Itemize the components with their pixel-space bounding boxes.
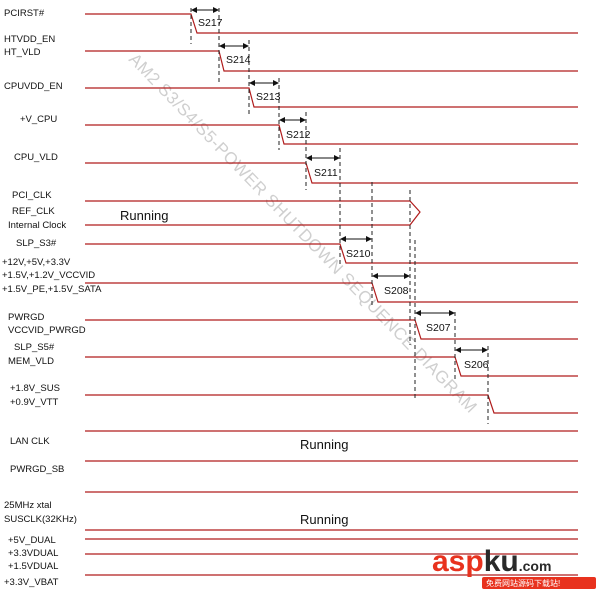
signal-label-slp-s3: SLP_S3# <box>16 238 57 249</box>
site-logo: aspku.com 免费网站源码下载站! <box>432 545 596 589</box>
signal-label-1v5-pe-sata: +1.5V_PE,+1.5V_SATA <box>2 284 102 295</box>
waveform-falling-edge <box>85 87 578 108</box>
diagram-watermark: AM2 S3/S4/S5-POWER SHUTDOWN SEQUENCE DIA… <box>125 50 481 417</box>
signal-label-1v8-sus: +1.8V_SUS <box>10 383 60 394</box>
logo-text-ku: ku <box>484 545 519 578</box>
signal-label-lan-clk: LAN CLK <box>10 436 50 447</box>
timing-label-s214: S214 <box>226 54 251 66</box>
timing-label-s210: S210 <box>346 248 371 260</box>
running-label-susclk: Running <box>300 512 348 527</box>
timing-labels-group: S217 S214 S213 S212 S211 S210 S208 S207 … <box>198 17 489 371</box>
signal-label-1v5-dual: +1.5VDUAL <box>8 561 58 572</box>
signal-label-v-cpu: +V_CPU <box>20 114 57 125</box>
signal-label-vccvid-pwrgd: VCCVID_PWRGD <box>8 325 86 336</box>
waveform-clock-bus <box>85 200 421 226</box>
timing-label-s217: S217 <box>198 17 223 29</box>
timing-label-s213: S213 <box>256 91 281 103</box>
running-label-lan-clk: Running <box>300 437 348 452</box>
signal-label-12v-5v-3v3: +12V,+5V,+3.3V <box>2 257 71 268</box>
waveform-falling-edge <box>85 243 578 264</box>
signal-label-5v-dual: +5V_DUAL <box>8 535 56 546</box>
timing-label-s206: S206 <box>464 359 489 371</box>
waveform-falling-edge <box>85 394 578 414</box>
svg-text:aspku.com: aspku.com <box>432 545 551 578</box>
timing-label-s207: S207 <box>426 322 451 334</box>
waveform-falling-edge <box>85 319 578 340</box>
logo-subtitle: 免费网站源码下载站! <box>486 578 560 588</box>
waveform-falling-edge <box>85 124 578 145</box>
timing-label-s208: S208 <box>384 285 409 297</box>
signal-label-pwrgd: PWRGD <box>8 312 45 323</box>
logo-text-asp: asp <box>432 545 484 578</box>
waveform-group <box>85 13 578 576</box>
waveform-falling-edge <box>85 50 578 72</box>
timing-arrows-group <box>191 7 488 353</box>
signal-label-3v3-vbat: +3.3V_VBAT <box>4 577 59 588</box>
signal-label-ht-vld: HT_VLD <box>4 47 41 58</box>
logo-subtitle-bar <box>482 577 596 589</box>
waveform-falling-edge <box>85 282 578 303</box>
waveform-falling-edge <box>85 162 578 184</box>
signal-label-pcirst: PCIRST# <box>4 8 45 19</box>
running-label-clocks: Running <box>120 208 168 223</box>
signal-label-pci-clk: PCI_CLK <box>12 190 52 201</box>
timing-label-s211: S211 <box>314 167 338 179</box>
logo-text-com: .com <box>519 558 552 574</box>
signal-label-internal-clock: Internal Clock <box>8 220 66 231</box>
signal-label-mem-vld: MEM_VLD <box>8 356 54 367</box>
signal-label-cpu-vld: CPU_VLD <box>14 152 58 163</box>
signal-label-susclk: SUSCLK(32KHz) <box>4 514 77 525</box>
signal-label-pwrgd-sb: PWRGD_SB <box>10 464 64 475</box>
timing-label-s212: S212 <box>286 129 311 141</box>
waveform-falling-edge <box>85 13 578 34</box>
signal-label-0v9-vtt: +0.9V_VTT <box>10 397 59 408</box>
signal-label-1v5-1v2-vccvid: +1.5V,+1.2V_VCCVID <box>2 270 95 281</box>
signal-label-25mhz-xtal: 25MHz xtal <box>4 500 52 511</box>
waveform-falling-edge <box>85 356 578 377</box>
signal-labels-group: PCIRST# HTVDD_EN HT_VLD CPUVDD_EN +V_CPU… <box>2 8 102 588</box>
signal-label-cpuvdd-en: CPUVDD_EN <box>4 81 63 92</box>
signal-label-ref-clk: REF_CLK <box>12 206 55 217</box>
signal-label-htvdd-en: HTVDD_EN <box>4 34 55 45</box>
signal-label-slp-s5: SLP_S5# <box>14 342 55 353</box>
signal-label-3v3-dual: +3.3VDUAL <box>8 548 58 559</box>
